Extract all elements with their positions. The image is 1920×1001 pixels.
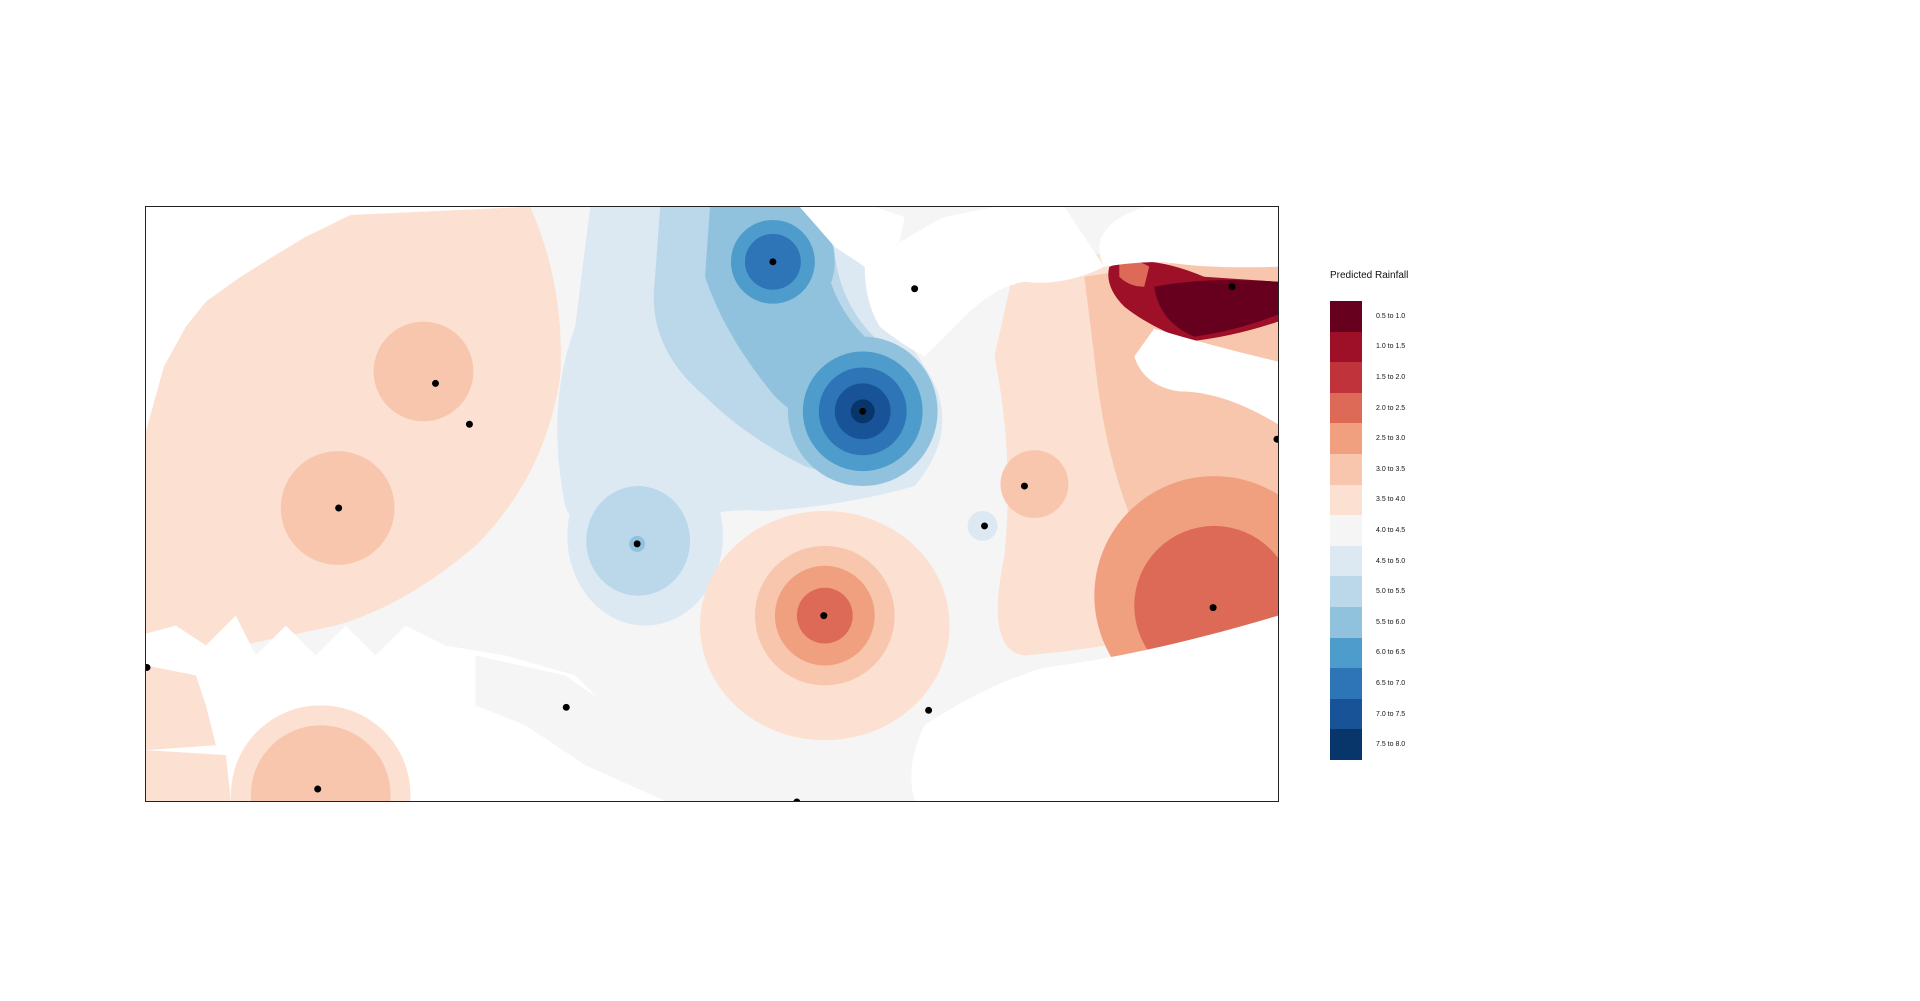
- legend-label: 7.5 to 8.0: [1376, 741, 1406, 749]
- legend-label: 5.0 to 5.5: [1376, 588, 1406, 596]
- legend-row: 2.5 to 3.0: [1330, 423, 1470, 454]
- legend-row: 0.5 to 1.0: [1330, 301, 1470, 332]
- legend-row: 6.0 to 6.5: [1330, 637, 1470, 669]
- legend-label: 3.0 to 3.5: [1376, 465, 1406, 473]
- station-point[interactable]: [859, 407, 867, 415]
- legend-row: 4.5 to 5.0: [1330, 545, 1470, 577]
- legend-label: 1.0 to 1.5: [1376, 343, 1406, 351]
- station-point[interactable]: [1020, 482, 1028, 490]
- water-bodies: [146, 207, 1278, 801]
- station-point[interactable]: [981, 522, 989, 530]
- station-point[interactable]: [769, 258, 777, 266]
- station-point[interactable]: [793, 798, 801, 801]
- legend-label: 2.0 to 2.5: [1376, 404, 1406, 412]
- legend: Predicted Rainfall 0.5 to 1.0 1.0 to 1.5 1…: [1330, 270, 1470, 760]
- legend-swatch: [1330, 668, 1362, 699]
- station-point[interactable]: [633, 540, 641, 548]
- legend-label: 6.5 to 7.0: [1376, 679, 1406, 687]
- station-point[interactable]: [1273, 435, 1278, 443]
- legend-swatch: [1330, 453, 1362, 485]
- station-point[interactable]: [562, 703, 570, 711]
- legend-swatch: [1330, 331, 1362, 363]
- legend-swatch: [1330, 392, 1362, 424]
- legend-swatch: [1330, 729, 1362, 760]
- legend-swatch: [1330, 301, 1362, 332]
- legend-row: 3.0 to 3.5: [1330, 453, 1470, 485]
- station-point[interactable]: [1228, 283, 1236, 291]
- legend-label: 2.5 to 3.0: [1376, 435, 1406, 443]
- legend-swatch: [1330, 545, 1362, 577]
- rainfall-map[interactable]: [145, 206, 1279, 802]
- legend-row: 5.0 to 5.5: [1330, 576, 1470, 607]
- station-point[interactable]: [431, 379, 439, 387]
- legend-swatch: [1330, 637, 1362, 669]
- station-point[interactable]: [314, 785, 322, 793]
- station-point[interactable]: [911, 285, 919, 293]
- station-point[interactable]: [335, 504, 343, 512]
- legend-label: 0.5 to 1.0: [1376, 312, 1406, 320]
- legend-row: 3.5 to 4.0: [1330, 484, 1470, 516]
- legend-title: Predicted Rainfall: [1330, 270, 1409, 281]
- legend-row: 5.5 to 6.0: [1330, 606, 1470, 638]
- legend-swatch: [1330, 362, 1362, 393]
- legend-label: 5.5 to 6.0: [1376, 618, 1406, 626]
- legend-label: 3.5 to 4.0: [1376, 496, 1406, 504]
- legend-label: 4.5 to 5.0: [1376, 557, 1406, 565]
- legend-row: 6.5 to 7.0: [1330, 668, 1470, 699]
- shoreline-land: [146, 655, 915, 801]
- station-point[interactable]: [146, 663, 151, 671]
- legend-row: 1.0 to 1.5: [1330, 331, 1470, 363]
- legend-row: 2.0 to 2.5: [1330, 392, 1470, 424]
- legend-swatch: [1330, 606, 1362, 638]
- map-canvas: [146, 207, 1278, 801]
- legend-swatch: [1330, 698, 1362, 730]
- legend-label: 4.0 to 4.5: [1376, 526, 1406, 534]
- legend-swatch: [1330, 576, 1362, 607]
- legend-swatch: [1330, 515, 1362, 546]
- station-point[interactable]: [925, 706, 933, 714]
- legend-row: 7.0 to 7.5: [1330, 698, 1470, 730]
- station-point[interactable]: [465, 420, 473, 428]
- legend-rows: 0.5 to 1.0 1.0 to 1.5 1.5 to 2.0 2.0 to 2.5…: [1330, 301, 1470, 760]
- legend-swatch: [1330, 484, 1362, 516]
- legend-label: 7.0 to 7.5: [1376, 710, 1406, 718]
- legend-swatch: [1330, 423, 1362, 454]
- station-point[interactable]: [820, 612, 828, 620]
- legend-label: 1.5 to 2.0: [1376, 373, 1406, 381]
- legend-row: 1.5 to 2.0: [1330, 362, 1470, 393]
- legend-label: 6.0 to 6.5: [1376, 649, 1406, 657]
- legend-row: 4.0 to 4.5: [1330, 515, 1470, 546]
- station-points: [146, 258, 1278, 801]
- legend-row: 7.5 to 8.0: [1330, 729, 1470, 760]
- station-point[interactable]: [1209, 604, 1217, 612]
